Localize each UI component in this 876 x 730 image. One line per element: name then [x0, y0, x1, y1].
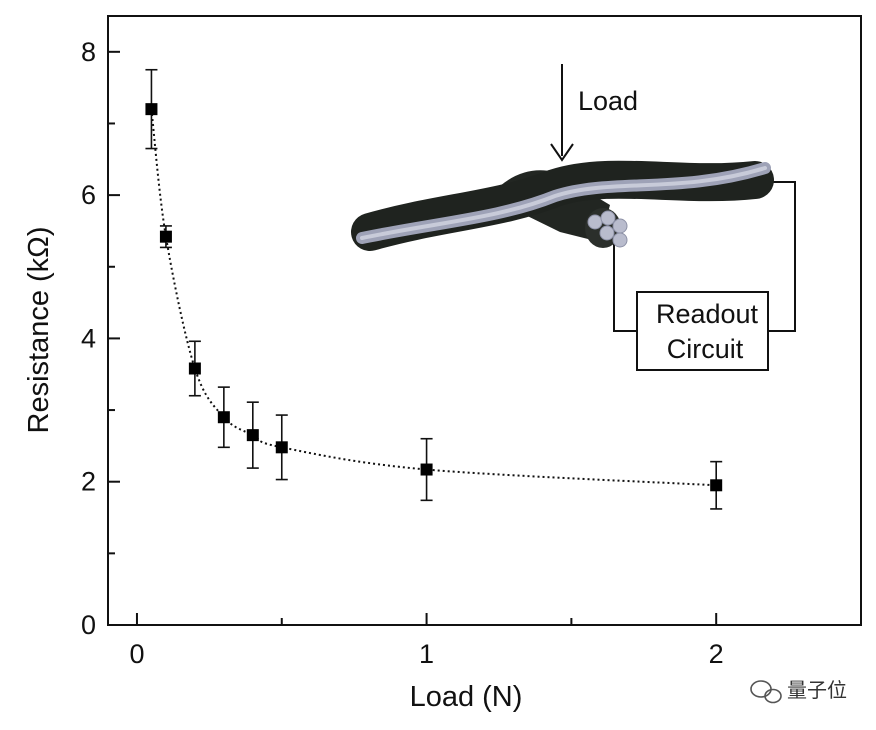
data-point: [159, 230, 172, 243]
watermark-text: 量子位: [787, 678, 847, 702]
data-point: [275, 441, 288, 454]
data-point: [217, 411, 230, 424]
watermark: 量子位: [750, 678, 847, 704]
x-axis-title: Load (N): [410, 681, 523, 713]
series-dotted-line: [150, 109, 717, 487]
wechat-icon: [750, 680, 782, 704]
data-point: [246, 429, 259, 442]
readout-label-line2: Circuit: [667, 334, 744, 364]
fiber-strand-end: [600, 210, 616, 226]
sensor-illustration: Load Readout Circuit: [351, 64, 796, 371]
readout-label-line1: Readout: [656, 299, 759, 329]
y-tick-label: 0: [81, 610, 96, 640]
readout-wire-right: [762, 181, 796, 332]
fiber-strand-end: [612, 218, 628, 234]
data-point: [188, 362, 201, 375]
y-tick-label: 8: [81, 37, 96, 67]
x-tick-label: 2: [709, 639, 724, 669]
plot-frame: [107, 15, 862, 626]
fiber-strand-end: [599, 225, 615, 241]
y-axis-title: Resistance (kΩ): [23, 226, 55, 433]
load-arrow-head: [550, 143, 574, 162]
x-tick-label: 1: [419, 639, 434, 669]
x-tick-label: 0: [129, 639, 144, 669]
readout-circuit-box: [636, 291, 769, 371]
y-tick-label: 4: [81, 323, 96, 353]
load-label: Load: [578, 86, 638, 116]
error-bars: [145, 68, 723, 510]
axis-tick-labels: 0 2 4 6 8 0 1 2: [81, 37, 724, 669]
y-tick-label: 2: [81, 467, 96, 497]
data-markers: [145, 103, 723, 492]
readout-wire-left: [613, 244, 637, 332]
fiber-strand-end: [587, 214, 603, 230]
axis-ticks: [108, 50, 718, 626]
data-point: [710, 479, 723, 492]
top-fiber-core-highlight: [360, 166, 767, 240]
y-tick-label: 6: [81, 180, 96, 210]
data-point: [145, 103, 158, 116]
data-point: [420, 463, 433, 476]
fiber-strand-end: [612, 232, 628, 248]
